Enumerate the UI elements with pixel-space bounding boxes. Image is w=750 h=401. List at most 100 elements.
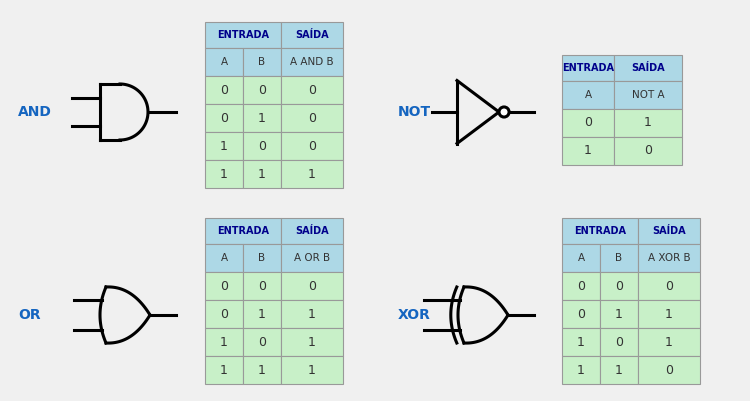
Bar: [562, 218, 638, 244]
Bar: [243, 328, 281, 356]
Bar: [600, 328, 638, 356]
Text: NOT: NOT: [398, 105, 431, 119]
Text: 0: 0: [220, 308, 228, 320]
Bar: [281, 22, 343, 48]
Bar: [243, 160, 281, 188]
Text: B: B: [259, 253, 266, 263]
Bar: [243, 104, 281, 132]
Bar: [614, 81, 682, 109]
Bar: [205, 300, 243, 328]
Bar: [638, 218, 700, 244]
Text: 0: 0: [258, 336, 266, 348]
Text: 1: 1: [220, 336, 228, 348]
Bar: [205, 356, 243, 384]
Text: B: B: [616, 253, 622, 263]
Bar: [243, 244, 281, 272]
Text: 0: 0: [577, 279, 585, 292]
Bar: [562, 328, 600, 356]
Text: SAÍDA: SAÍDA: [652, 226, 686, 236]
Text: A: A: [578, 253, 584, 263]
Bar: [281, 132, 343, 160]
Bar: [600, 300, 638, 328]
Text: 1: 1: [258, 308, 266, 320]
Bar: [562, 137, 614, 165]
Text: 0: 0: [665, 279, 673, 292]
Text: A: A: [584, 90, 592, 100]
Text: B: B: [259, 57, 266, 67]
Text: 1: 1: [308, 363, 316, 377]
Bar: [205, 272, 243, 300]
Text: ENTRADA: ENTRADA: [217, 226, 269, 236]
Text: ENTRADA: ENTRADA: [574, 226, 626, 236]
Text: 0: 0: [308, 140, 316, 152]
Bar: [281, 356, 343, 384]
Bar: [562, 109, 614, 137]
Bar: [614, 109, 682, 137]
Text: 1: 1: [258, 363, 266, 377]
Bar: [281, 160, 343, 188]
Text: 0: 0: [665, 363, 673, 377]
Bar: [562, 300, 600, 328]
Text: 1: 1: [220, 140, 228, 152]
Bar: [562, 81, 614, 109]
Bar: [281, 218, 343, 244]
Text: 1: 1: [577, 336, 585, 348]
Bar: [614, 137, 682, 165]
Text: AND: AND: [18, 105, 52, 119]
Text: 1: 1: [308, 168, 316, 180]
Bar: [281, 48, 343, 76]
Text: 0: 0: [615, 279, 623, 292]
Text: 1: 1: [615, 363, 623, 377]
Bar: [243, 48, 281, 76]
Bar: [205, 160, 243, 188]
Bar: [205, 104, 243, 132]
Text: 0: 0: [220, 279, 228, 292]
Bar: [281, 328, 343, 356]
Text: A: A: [220, 253, 227, 263]
Text: 1: 1: [308, 336, 316, 348]
Text: 1: 1: [577, 363, 585, 377]
Bar: [205, 132, 243, 160]
Bar: [281, 244, 343, 272]
Text: 1: 1: [258, 111, 266, 124]
Text: A XOR B: A XOR B: [648, 253, 690, 263]
Bar: [205, 48, 243, 76]
Bar: [562, 272, 600, 300]
Bar: [205, 328, 243, 356]
Bar: [243, 76, 281, 104]
Bar: [562, 244, 600, 272]
Text: 1: 1: [220, 168, 228, 180]
Text: 0: 0: [258, 83, 266, 97]
Text: 1: 1: [665, 308, 673, 320]
Bar: [205, 76, 243, 104]
Text: 1: 1: [584, 144, 592, 158]
Text: 1: 1: [615, 308, 623, 320]
Bar: [205, 218, 281, 244]
Bar: [638, 300, 700, 328]
Bar: [281, 104, 343, 132]
Bar: [281, 300, 343, 328]
Text: 0: 0: [584, 117, 592, 130]
Bar: [281, 76, 343, 104]
Text: 0: 0: [220, 111, 228, 124]
Bar: [243, 132, 281, 160]
Text: 0: 0: [577, 308, 585, 320]
Text: OR: OR: [18, 308, 40, 322]
Text: 1: 1: [258, 168, 266, 180]
Bar: [243, 300, 281, 328]
Text: 0: 0: [644, 144, 652, 158]
Text: 0: 0: [308, 111, 316, 124]
Bar: [600, 244, 638, 272]
Bar: [562, 356, 600, 384]
Text: XOR: XOR: [398, 308, 430, 322]
Text: SAÍDA: SAÍDA: [296, 226, 328, 236]
Text: 0: 0: [308, 279, 316, 292]
Circle shape: [499, 107, 509, 117]
Bar: [600, 356, 638, 384]
Bar: [638, 328, 700, 356]
Bar: [205, 22, 281, 48]
Text: 0: 0: [258, 279, 266, 292]
Text: A: A: [220, 57, 227, 67]
Text: 1: 1: [308, 308, 316, 320]
Bar: [243, 272, 281, 300]
